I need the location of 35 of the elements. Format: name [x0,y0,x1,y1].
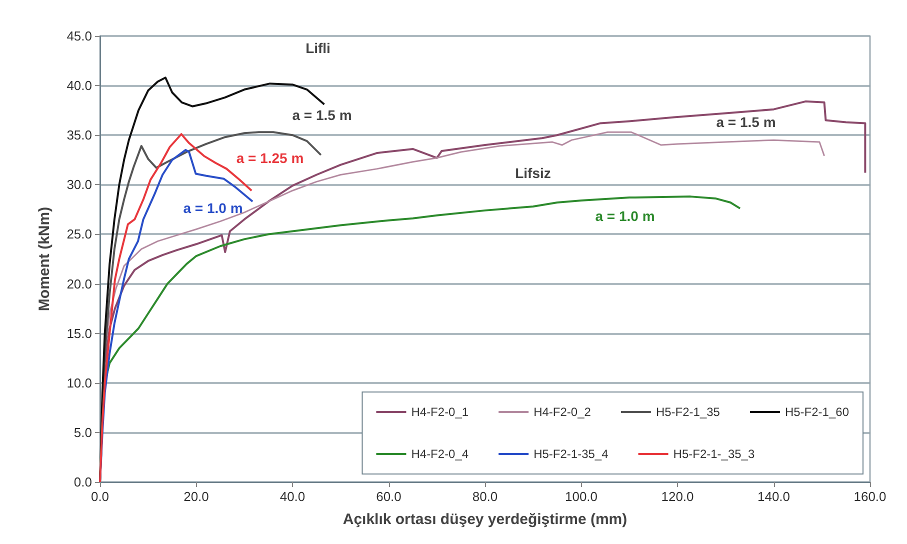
legend-label: H5-F2-1_35 [656,405,720,419]
x-tick-label: 120.0 [661,489,694,504]
y-tick-label: 15.0 [66,326,92,341]
y-tick-label: 35.0 [66,128,92,143]
annotation: a = 1.0 m [595,208,655,224]
legend-label: H4-F2-0_1 [411,405,469,419]
y-tick-label: 10.0 [66,375,92,390]
legend-label: H5-F2-1-_35_3 [673,447,755,461]
y-tick-label: 5.0 [74,424,92,440]
y-tick-label: 40.0 [66,78,92,94]
legend-label: H4-F2-0_2 [534,405,592,419]
x-tick-label: 40.0 [280,489,306,504]
legend-label: H5-F2-1-35_4 [534,447,609,461]
annotation: a = 1.5 m [716,114,776,130]
x-tick-label: 140.0 [757,489,790,504]
annotation: Lifli [306,40,330,56]
y-tick-label: 20.0 [66,276,92,292]
x-tick-label: 80.0 [472,489,498,504]
annotation: a = 1.25 m [236,150,304,166]
legend-label: H5-F2-1_60 [784,405,850,419]
y-tick-label: 30.0 [66,177,92,192]
y-tick-label: 45.0 [66,28,92,44]
x-tick-label: 100.0 [564,489,598,504]
x-tick-label: 20.0 [184,489,209,504]
y-tick-label: 0.0 [74,474,92,490]
y-tick-label: 25.0 [66,226,92,242]
y-axis-title: Moment (kNm) [36,206,53,312]
x-tick-label: 0.0 [90,489,110,504]
x-tick-label: 60.0 [376,489,402,504]
x-axis-title: Açıklık ortası düşey yerdeğiştirme (mm) [342,511,628,528]
x-tick-label: 160.0 [854,489,886,504]
legend-label: H4-F2-0_4 [411,447,469,461]
annotation: a = 1.5 m [292,107,352,123]
annotation: Lifsiz [515,165,551,181]
annotation: a = 1.0 m [183,200,243,216]
